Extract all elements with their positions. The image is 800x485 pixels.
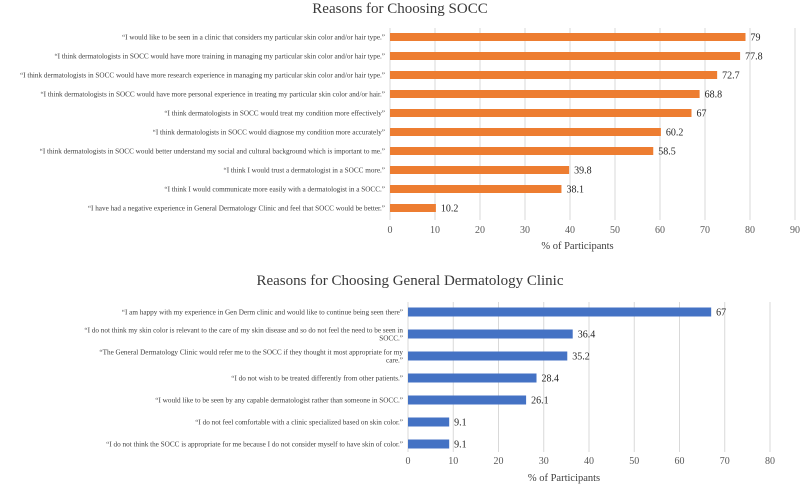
data-label: 60.2 — [666, 128, 684, 139]
chart-1: Reasons for Choosing SOCC 0 10 20 30 40 50 60 70… — [20, 1, 800, 252]
bar — [408, 373, 537, 383]
category-label: “I do not think my skin color is relevan… — [84, 327, 403, 335]
bar — [390, 33, 746, 41]
x-tick-label: 70 — [700, 225, 710, 236]
category-label: “I would like to be seen in a clinic tha… — [122, 34, 385, 42]
data-label: 58.5 — [658, 147, 676, 158]
category-label: “I do not think the SOCC is appropriate … — [106, 441, 403, 449]
data-label: 72.7 — [722, 71, 740, 82]
data-label: 35.2 — [572, 352, 590, 363]
data-label: 67 — [697, 109, 707, 120]
data-label: 9.1 — [454, 418, 467, 429]
bar — [408, 439, 450, 449]
chart-2: Reasons for Choosing General Dermatology… — [84, 273, 775, 484]
bar — [390, 52, 741, 60]
chart-title: Reasons for Choosing General Dermatology… — [256, 273, 563, 289]
category-label: “I think dermatologists in SOCC would tr… — [164, 110, 385, 118]
x-tick-label: 80 — [745, 225, 755, 236]
category-label: SOCC.” — [379, 335, 403, 343]
bar — [408, 351, 568, 361]
data-label: 67 — [716, 308, 726, 319]
bar — [390, 71, 718, 79]
x-axis-title: % of Participants — [541, 241, 613, 252]
bar — [390, 185, 562, 193]
x-axis-title: % of Participants — [528, 473, 600, 484]
x-tick-label: 30 — [539, 456, 549, 467]
category-label: “I think dermatologists in SOCC would di… — [153, 129, 385, 137]
x-tick-label: 0 — [388, 225, 393, 236]
data-label: 36.4 — [578, 330, 596, 341]
bar — [390, 128, 661, 136]
bar — [408, 307, 712, 317]
bar — [390, 166, 570, 174]
data-label: 38.1 — [566, 185, 584, 196]
bar — [390, 147, 654, 155]
data-label: 10.2 — [441, 204, 459, 215]
data-label: 79 — [751, 33, 761, 44]
bar — [408, 329, 573, 339]
x-tick-label: 50 — [629, 456, 639, 467]
x-tick-label: 90 — [790, 225, 800, 236]
x-tick-label: 40 — [584, 456, 594, 467]
category-label: “I would like to be seen by any capable … — [155, 397, 403, 405]
bar — [390, 90, 700, 98]
x-tick-label: 40 — [565, 225, 575, 236]
data-label: 28.4 — [542, 374, 560, 385]
bar — [408, 395, 527, 405]
category-label: “I am happy with my experience in Gen De… — [122, 309, 403, 317]
data-label: 77.8 — [745, 52, 763, 63]
category-label: “I think dermatologists in SOCC would ha… — [40, 91, 385, 99]
x-tick-label: 30 — [520, 225, 530, 236]
category-label: “I do not wish to be treated differently… — [231, 375, 403, 383]
x-tick-label: 10 — [430, 225, 440, 236]
category-label: “The General Dermatology Clinic would re… — [99, 349, 403, 357]
x-tick-label: 60 — [675, 456, 685, 467]
x-tick-label: 20 — [494, 456, 504, 467]
category-label: “I think I would trust a dermatologist i… — [224, 167, 386, 175]
bar — [408, 417, 450, 427]
category-label: “I think dermatologists in SOCC would be… — [40, 148, 385, 156]
category-label: “I have had a negative experience in Gen… — [88, 205, 385, 213]
data-label: 39.8 — [574, 166, 592, 177]
category-label: “I do not feel comfortable with a clinic… — [195, 419, 403, 427]
chart-title: Reasons for Choosing SOCC — [312, 1, 487, 17]
category-label: care.” — [386, 357, 403, 365]
x-tick-label: 80 — [765, 456, 775, 467]
data-label: 26.1 — [531, 396, 549, 407]
x-tick-label: 0 — [406, 456, 411, 467]
data-label: 68.8 — [705, 90, 723, 101]
x-tick-label: 50 — [610, 225, 620, 236]
x-tick-label: 20 — [475, 225, 485, 236]
category-label: “I think dermatologists in SOCC would ha… — [20, 72, 385, 80]
category-label: “I think dermatologists in SOCC would ha… — [54, 53, 385, 61]
bar — [390, 109, 692, 117]
x-tick-label: 10 — [448, 456, 458, 467]
x-tick-label: 70 — [720, 456, 730, 467]
data-label: 9.1 — [454, 440, 467, 451]
x-tick-label: 60 — [655, 225, 665, 236]
bar — [390, 204, 436, 212]
category-label: “I think I would communicate more easily… — [164, 186, 385, 194]
